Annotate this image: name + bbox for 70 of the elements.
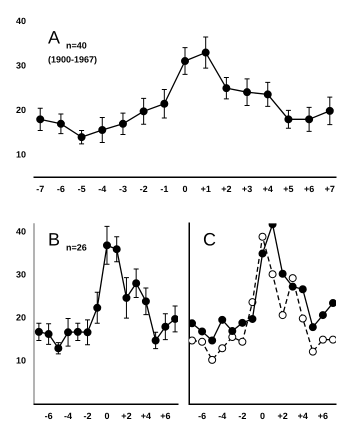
x-tick-label: -2 (140, 184, 148, 194)
x-tick-label: +2 (121, 411, 132, 422)
point (198, 338, 206, 346)
point (308, 348, 317, 356)
y-tick-label: 30 (16, 60, 26, 70)
point (189, 336, 196, 344)
x-tick-label: -6 (56, 184, 65, 194)
x-tick-label: -6 (198, 411, 206, 422)
point (298, 314, 307, 323)
point (208, 336, 216, 344)
x-tick-label: 0 (182, 184, 188, 194)
point (258, 232, 266, 241)
y-tick-label: 10 (16, 356, 26, 366)
point (198, 327, 206, 336)
point (278, 311, 287, 320)
x-tick-label: +5 (283, 184, 294, 194)
x-tick-label: -6 (44, 411, 53, 422)
x-tick-label: -4 (218, 411, 226, 422)
point (238, 318, 246, 327)
point (268, 270, 277, 278)
point (189, 319, 196, 328)
point (298, 285, 307, 294)
y-tick-label: 40 (16, 226, 26, 236)
annotation: B (48, 229, 60, 250)
point (218, 344, 226, 352)
x-tick-label: +3 (242, 184, 252, 194)
x-tick-label: +6 (304, 184, 314, 194)
y-tick-label: 10 (16, 149, 26, 160)
point (308, 323, 317, 332)
y-tick-label: 30 (16, 270, 26, 280)
point (258, 250, 266, 258)
point (318, 311, 327, 320)
point (318, 336, 327, 344)
annotation: n=26 (66, 242, 87, 252)
x-tick-label: +4 (140, 411, 152, 422)
point (288, 274, 297, 282)
point (328, 299, 336, 308)
x-tick-label: +4 (298, 411, 308, 422)
x-tick-label: -2 (238, 411, 246, 422)
annotation: A (48, 27, 60, 48)
y-tick-label: 20 (16, 104, 26, 115)
point (288, 282, 297, 291)
x-tick-label: +6 (160, 411, 170, 422)
x-tick-label: 0 (104, 411, 110, 422)
x-tick-label: -4 (98, 184, 106, 194)
x-tick-label: -3 (118, 184, 127, 194)
point (328, 336, 336, 344)
x-tick-label: +6 (318, 411, 328, 422)
x-tick-label: +4 (262, 184, 273, 194)
y-tick-label: 20 (16, 312, 26, 323)
x-tick-label: -7 (36, 184, 44, 194)
x-tick-label: -5 (78, 184, 86, 194)
point (238, 338, 246, 346)
point (208, 356, 216, 364)
x-tick-label: -1 (160, 184, 168, 194)
x-tick-label: +1 (200, 184, 211, 194)
x-tick-label: -4 (64, 411, 72, 422)
point (248, 314, 256, 323)
annotation: (1900-1967) (48, 54, 98, 64)
x-tick-label: 0 (260, 411, 266, 422)
y-tick-label: 40 (16, 16, 26, 26)
point (278, 270, 287, 278)
annotation: n=40 (66, 40, 87, 50)
annotation: C (203, 229, 216, 250)
x-tick-label: +7 (324, 184, 335, 194)
x-tick-label: -2 (84, 411, 92, 422)
point (218, 316, 226, 324)
x-tick-label: +2 (278, 411, 288, 422)
x-tick-label: +2 (221, 184, 232, 194)
point (228, 327, 236, 336)
